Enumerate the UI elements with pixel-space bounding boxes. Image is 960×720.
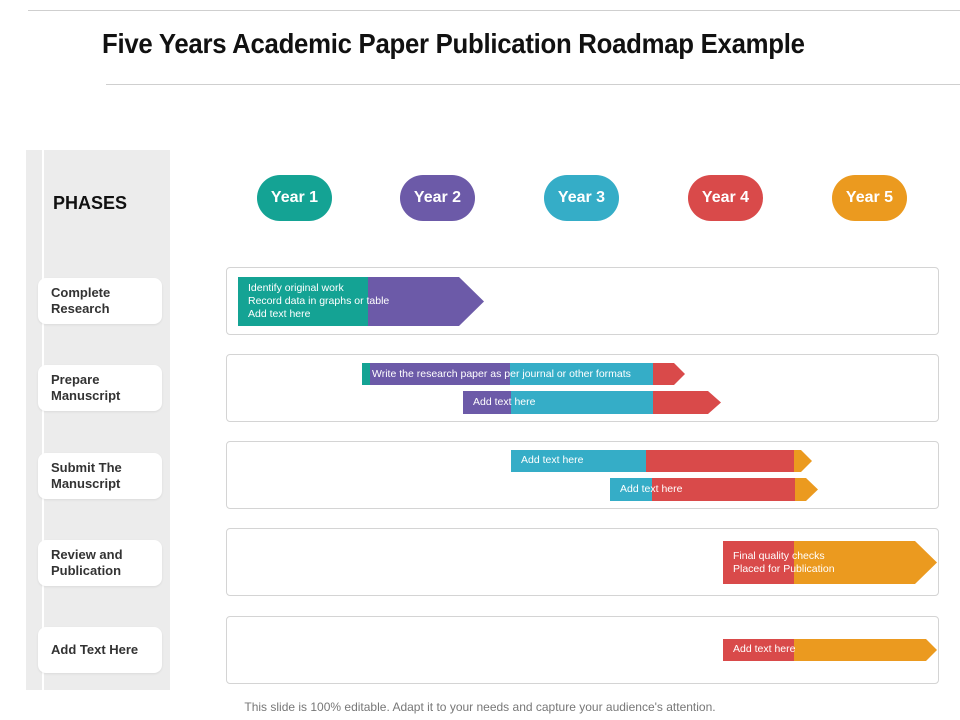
phase-card-prepare-manuscript: Prepare Manuscript: [38, 365, 162, 411]
bar-text-line: Add text here: [248, 308, 311, 320]
page-title: Five Years Academic Paper Publication Ro…: [102, 28, 805, 59]
phase-label-line2: Research: [51, 301, 110, 316]
timeline-bar-submit-2: [610, 478, 818, 501]
bar-text-submit-2: Add text here: [620, 483, 683, 495]
phase-label-line1: Complete: [51, 285, 111, 300]
bar-text-add-text: Add text here: [733, 643, 796, 655]
bar-text-line: Final quality checks: [733, 550, 825, 562]
timeline-bar-add-text: [723, 639, 937, 661]
year-5-pill: Year 5: [832, 175, 907, 221]
bar-text-line: Identify original work: [248, 282, 344, 294]
phase-label-line2: Publication: [51, 563, 122, 578]
timeline-bar-submit-1: [511, 450, 812, 472]
phase-label-line1: Review and: [51, 547, 123, 562]
phase-card-review-publication: Review and Publication: [38, 540, 162, 586]
timeline-bar-write-paper: [362, 363, 685, 385]
phase-label-line1: Submit The: [51, 460, 122, 475]
sidebar-accent-line: [42, 150, 44, 690]
footer-note: This slide is 100% editable. Adapt it to…: [244, 700, 716, 714]
phase-label-line2: Manuscript: [51, 476, 121, 491]
bar-text-line: Placed for Publication: [733, 563, 835, 575]
timeline-bar-prepare-extra: [463, 391, 721, 414]
bar-text-research: Identify original work Record data in gr…: [248, 282, 389, 321]
bar-text-line: Record data in graphs or table: [248, 295, 390, 307]
bar-text-submit-1: Add text here: [521, 454, 584, 466]
phases-heading: PHASES: [53, 193, 128, 213]
top-divider: [28, 10, 960, 11]
phases-sidebar: [26, 150, 170, 690]
year-2-pill: Year 2: [400, 175, 475, 221]
phase-card-submit-manuscript: Submit The Manuscript: [38, 453, 162, 499]
phase-label-line1: Add Text Here: [51, 642, 139, 657]
timeline-bar-research: [238, 277, 484, 326]
bar-text-review: Final quality checks Placed for Publicat…: [733, 550, 835, 576]
phase-card-add-text: Add Text Here: [38, 627, 162, 673]
bar-text-prepare-extra: Add text here: [473, 396, 536, 408]
phase-label-line2: Manuscript: [51, 388, 121, 403]
year-3-pill: Year 3: [544, 175, 619, 221]
phase-label-line1: Prepare: [51, 372, 100, 387]
phase-card-complete-research: Complete Research: [38, 278, 162, 324]
year-1-pill: Year 1: [257, 175, 332, 221]
title-divider: [106, 84, 960, 85]
bar-text-write-paper: Write the research paper as per journal …: [372, 368, 631, 380]
year-4-pill: Year 4: [688, 175, 763, 221]
timeline-bar-review: [723, 541, 937, 584]
